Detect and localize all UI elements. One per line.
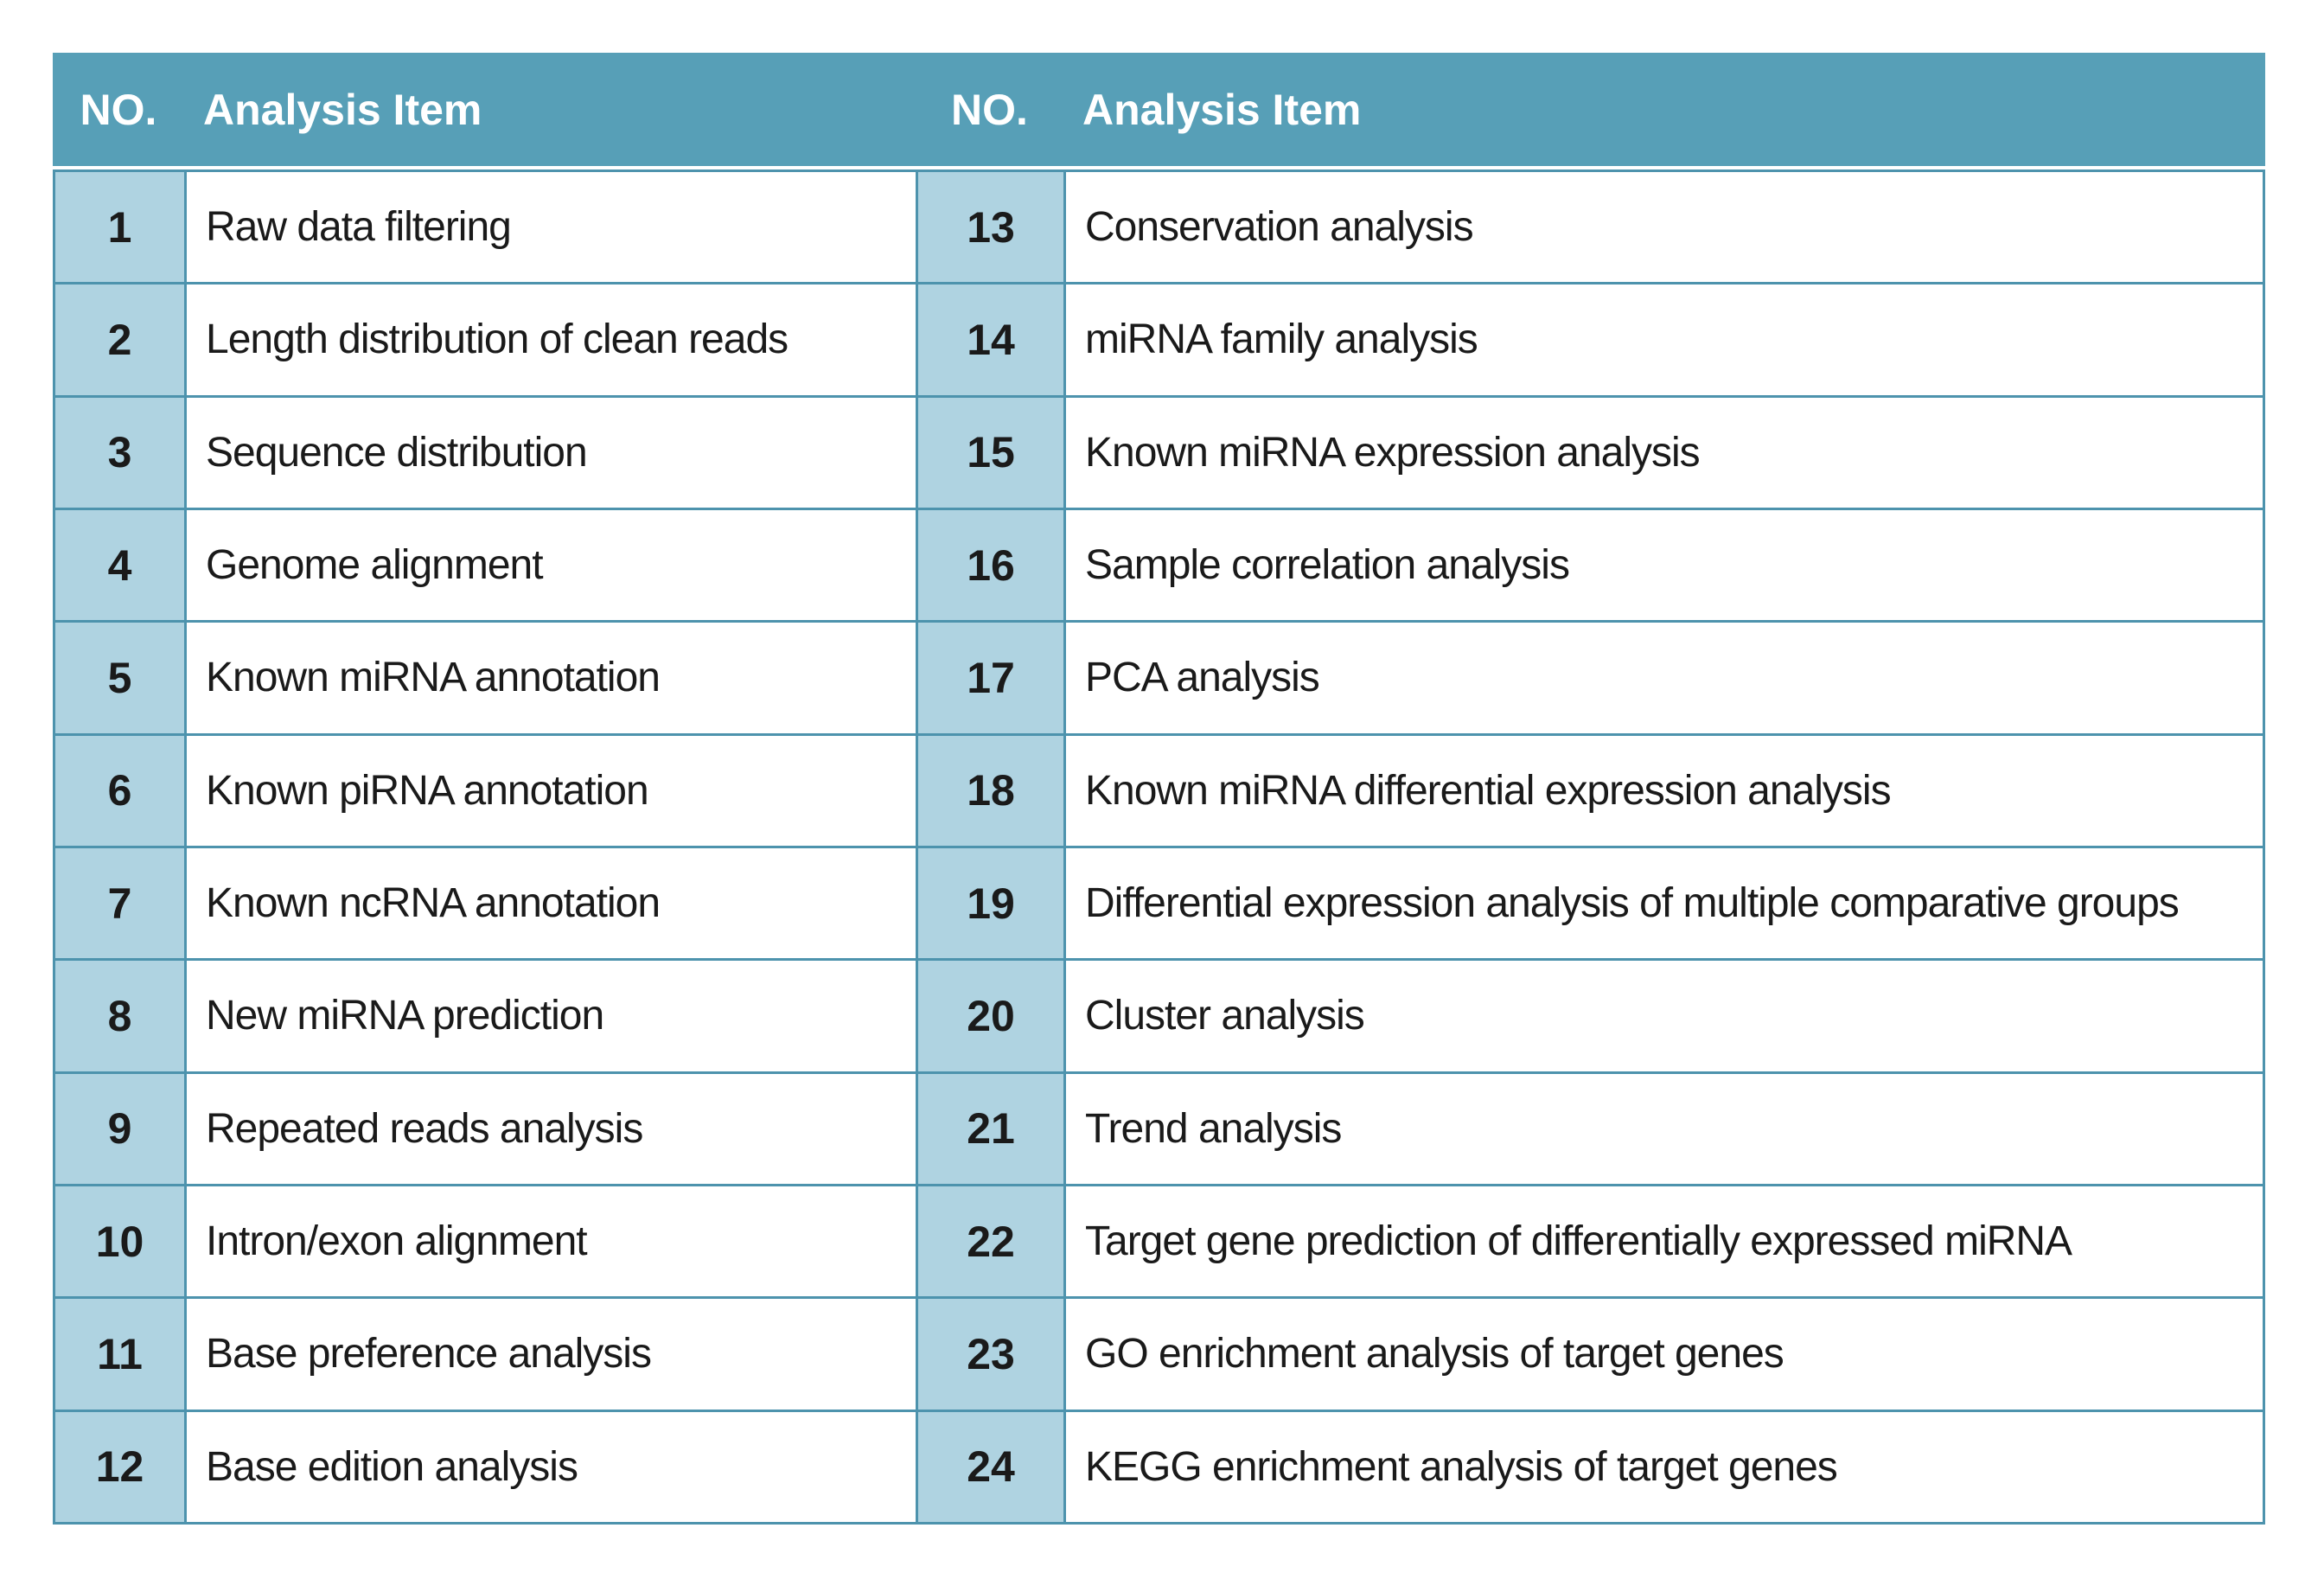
- row-number-cell-left: 9: [55, 1073, 184, 1184]
- row-number-cell-right: 22: [918, 1186, 1063, 1297]
- row-number-cell-left: 4: [55, 510, 184, 621]
- column-header-item-left: Analysis Item: [203, 85, 482, 134]
- column-header-no-left: NO.: [80, 85, 157, 134]
- row-number-cell-right: 23: [918, 1299, 1063, 1410]
- analysis-item-cell-left: Intron/exon alignment: [187, 1186, 916, 1297]
- row-number-cell-left: 3: [55, 397, 184, 508]
- row-number-cell-left: 6: [55, 735, 184, 846]
- column-header-no-right: NO.: [951, 85, 1028, 134]
- row-number-cell-right: 20: [918, 961, 1063, 1071]
- analysis-items-table: NO. Analysis Item NO. Analysis Item 1 Ra…: [53, 53, 2265, 1525]
- row-number-cell-right: 16: [918, 510, 1063, 621]
- row-number-cell-right: 17: [918, 623, 1063, 733]
- analysis-item-cell-left: Raw data filtering: [187, 172, 916, 283]
- analysis-item-cell-right: KEGG enrichment analysis of target genes: [1066, 1411, 2263, 1522]
- row-number-cell-left: 12: [55, 1411, 184, 1522]
- analysis-item-cell-left: Known ncRNA annotation: [187, 848, 916, 959]
- row-number-cell-left: 5: [55, 623, 184, 733]
- row-number-cell-right: 18: [918, 735, 1063, 846]
- row-number-cell-left: 8: [55, 961, 184, 1071]
- row-number-cell-left: 7: [55, 848, 184, 959]
- analysis-item-cell-right: Differential expression analysis of mult…: [1066, 848, 2263, 959]
- row-number-cell-right: 13: [918, 172, 1063, 283]
- analysis-item-cell-left: Known miRNA annotation: [187, 623, 916, 733]
- analysis-item-cell-left: New miRNA prediction: [187, 961, 916, 1071]
- analysis-item-cell-left: Repeated reads analysis: [187, 1073, 916, 1184]
- table-header-row: NO. Analysis Item NO. Analysis Item: [53, 53, 2265, 166]
- analysis-item-cell-left: Length distribution of clean reads: [187, 284, 916, 395]
- row-number-cell-left: 2: [55, 284, 184, 395]
- analysis-item-cell-left: Base preference analysis: [187, 1299, 916, 1410]
- analysis-item-cell-right: Trend analysis: [1066, 1073, 2263, 1184]
- analysis-item-cell-right: miRNA family analysis: [1066, 284, 2263, 395]
- row-number-cell-right: 19: [918, 848, 1063, 959]
- analysis-item-cell-right: Cluster analysis: [1066, 961, 2263, 1071]
- column-header-item-right: Analysis Item: [1082, 85, 1362, 134]
- row-number-cell-left: 1: [55, 172, 184, 283]
- analysis-item-cell-right: Conservation analysis: [1066, 172, 2263, 283]
- analysis-item-cell-left: Base edition analysis: [187, 1411, 916, 1522]
- analysis-item-cell-right: Target gene prediction of differentially…: [1066, 1186, 2263, 1297]
- analysis-item-cell-right: Known miRNA expression analysis: [1066, 397, 2263, 508]
- analysis-item-cell-left: Known piRNA annotation: [187, 735, 916, 846]
- row-number-cell-right: 14: [918, 284, 1063, 395]
- row-number-cell-left: 11: [55, 1299, 184, 1410]
- analysis-item-cell-right: PCA analysis: [1066, 623, 2263, 733]
- table-body: 1 Raw data filtering 13 Conservation ana…: [53, 169, 2265, 1525]
- analysis-item-cell-right: Known miRNA differential expression anal…: [1066, 735, 2263, 846]
- row-number-cell-left: 10: [55, 1186, 184, 1297]
- row-number-cell-right: 24: [918, 1411, 1063, 1522]
- row-number-cell-right: 15: [918, 397, 1063, 508]
- row-number-cell-right: 21: [918, 1073, 1063, 1184]
- analysis-item-cell-left: Genome alignment: [187, 510, 916, 621]
- analysis-item-cell-right: GO enrichment analysis of target genes: [1066, 1299, 2263, 1410]
- analysis-item-cell-left: Sequence distribution: [187, 397, 916, 508]
- analysis-item-cell-right: Sample correlation analysis: [1066, 510, 2263, 621]
